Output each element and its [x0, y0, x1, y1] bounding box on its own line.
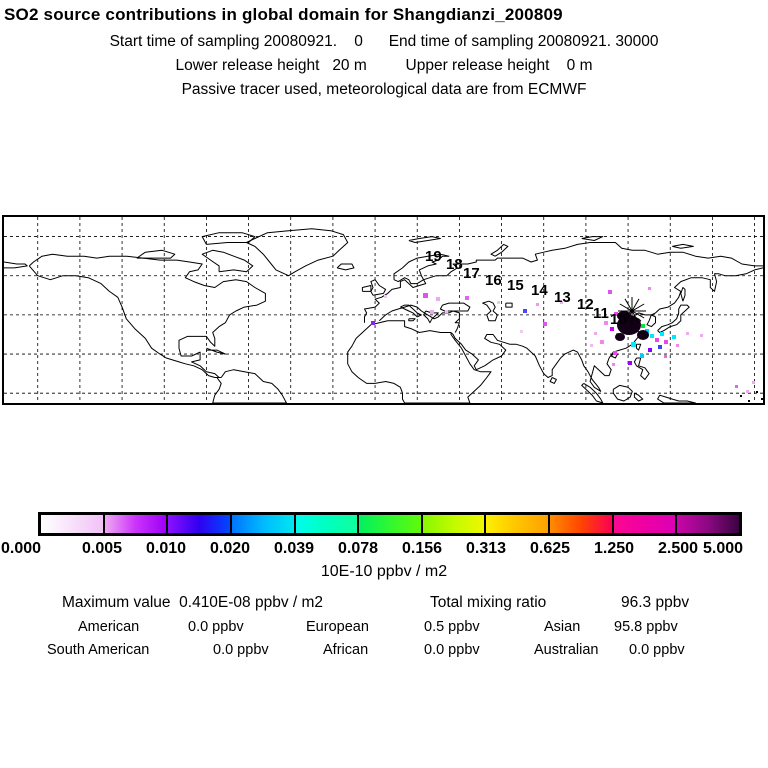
colorbar-tick-0.078: 0.078: [337, 540, 379, 557]
trajectory-label-15: 15: [507, 277, 524, 294]
colorbar-tick-labels: 0.000 0.005 0.010 0.020 0.039 0.078 0.156 0.313…: [0, 540, 768, 558]
colorbar-segment-8: [484, 515, 549, 533]
colorbar-tick-5.000: 5.000: [702, 540, 744, 557]
colorbar-segment-7: [420, 515, 485, 533]
colorbar-segment-10: [611, 515, 676, 533]
colorbar-tick-0.156: 0.156: [401, 540, 443, 557]
meteo-data-line: Passive tracer used, meteorological data…: [181, 81, 587, 98]
colorbar-tick-1.250: 1.250: [593, 540, 635, 557]
colorbar-tick-2.500: 2.500: [657, 540, 699, 557]
continent-label-asian: Asian: [544, 619, 581, 635]
max-value-text: Maximum value 0.410E-08 ppbv / m2: [62, 594, 324, 611]
continent-label-australian: Australian: [534, 642, 599, 658]
total-ratio-label: Total mixing ratio: [430, 594, 547, 611]
colorbar-tick-0.625: 0.625: [529, 540, 571, 557]
trajectory-label-18: 18: [446, 256, 463, 273]
world-map-panel: 19 18 17 16 15 14 13 12 11 10: [2, 215, 765, 405]
stats-row-continents-2: South American 0.0 ppbv African 0.0 ppbv Aus…: [0, 642, 768, 659]
trajectory-label-14: 14: [531, 282, 548, 299]
stats-row-continents-1: American 0.0 ppbv European 0.5 ppbv Asian 95.…: [0, 619, 768, 636]
trajectory-label-13: 13: [554, 289, 571, 306]
continent-value-asian: 95.8 ppbv: [614, 619, 678, 635]
release-height-line: Lower release height 20 m Upper release …: [175, 57, 593, 74]
colorbar-segment-11: [675, 515, 740, 533]
colorbar-tick-0.039: 0.039: [273, 540, 315, 557]
colorbar-segment-4: [229, 515, 294, 533]
colorbar-tick-0.010: 0.010: [145, 540, 187, 557]
total-ratio-value: 96.3 ppbv: [621, 594, 690, 611]
colorbar-segment-5: [293, 515, 358, 533]
continent-value-african: 0.0 ppbv: [424, 642, 480, 658]
trajectory-label-16: 16: [485, 272, 502, 289]
colorbar-segment-3: [166, 515, 230, 533]
continent-label-american: American: [78, 619, 140, 635]
trajectory-label-12: 12: [577, 296, 594, 313]
graticule: [4, 217, 763, 403]
trajectory-label-10: 10: [610, 311, 627, 328]
receptor-star-icon: [618, 297, 646, 325]
colorbar-unit-label: 10E-10 ppbv / m2: [320, 563, 448, 580]
continent-value-american: 0.0 ppbv: [188, 619, 244, 635]
continent-value-european: 0.5 ppbv: [424, 619, 480, 635]
stats-row-max: Maximum value 0.410E-08 ppbv / m2 Total …: [0, 594, 768, 612]
colorbar-tick-0.005: 0.005: [81, 540, 123, 557]
sampling-time-line: Start time of sampling 20080921. 0 End t…: [109, 33, 659, 50]
trajectory-label-19: 19: [425, 248, 442, 265]
figure-title: SO2 source contributions in global domai…: [4, 5, 563, 24]
colorbar-tick-0.000: 0.000: [0, 540, 42, 557]
colorbar-tick-0.313: 0.313: [465, 540, 507, 557]
coastlines: [4, 228, 763, 403]
colorbar-segment-2: [102, 515, 167, 533]
colorbar-tick-0.020: 0.020: [209, 540, 251, 557]
continent-label-south-american: South American: [47, 642, 150, 658]
continent-label-european: European: [306, 619, 369, 635]
trajectory-label-11: 11: [593, 305, 609, 322]
continent-value-australian: 0.0 ppbv: [629, 642, 685, 658]
continent-label-african: African: [323, 642, 369, 658]
colorbar: [38, 512, 742, 536]
colorbar-segment-6: [357, 515, 421, 533]
trajectory-label-17: 17: [463, 265, 480, 282]
colorbar-segment-1: [41, 515, 103, 533]
continent-value-south-american: 0.0 ppbv: [213, 642, 269, 658]
colorbar-segment-9: [548, 515, 612, 533]
